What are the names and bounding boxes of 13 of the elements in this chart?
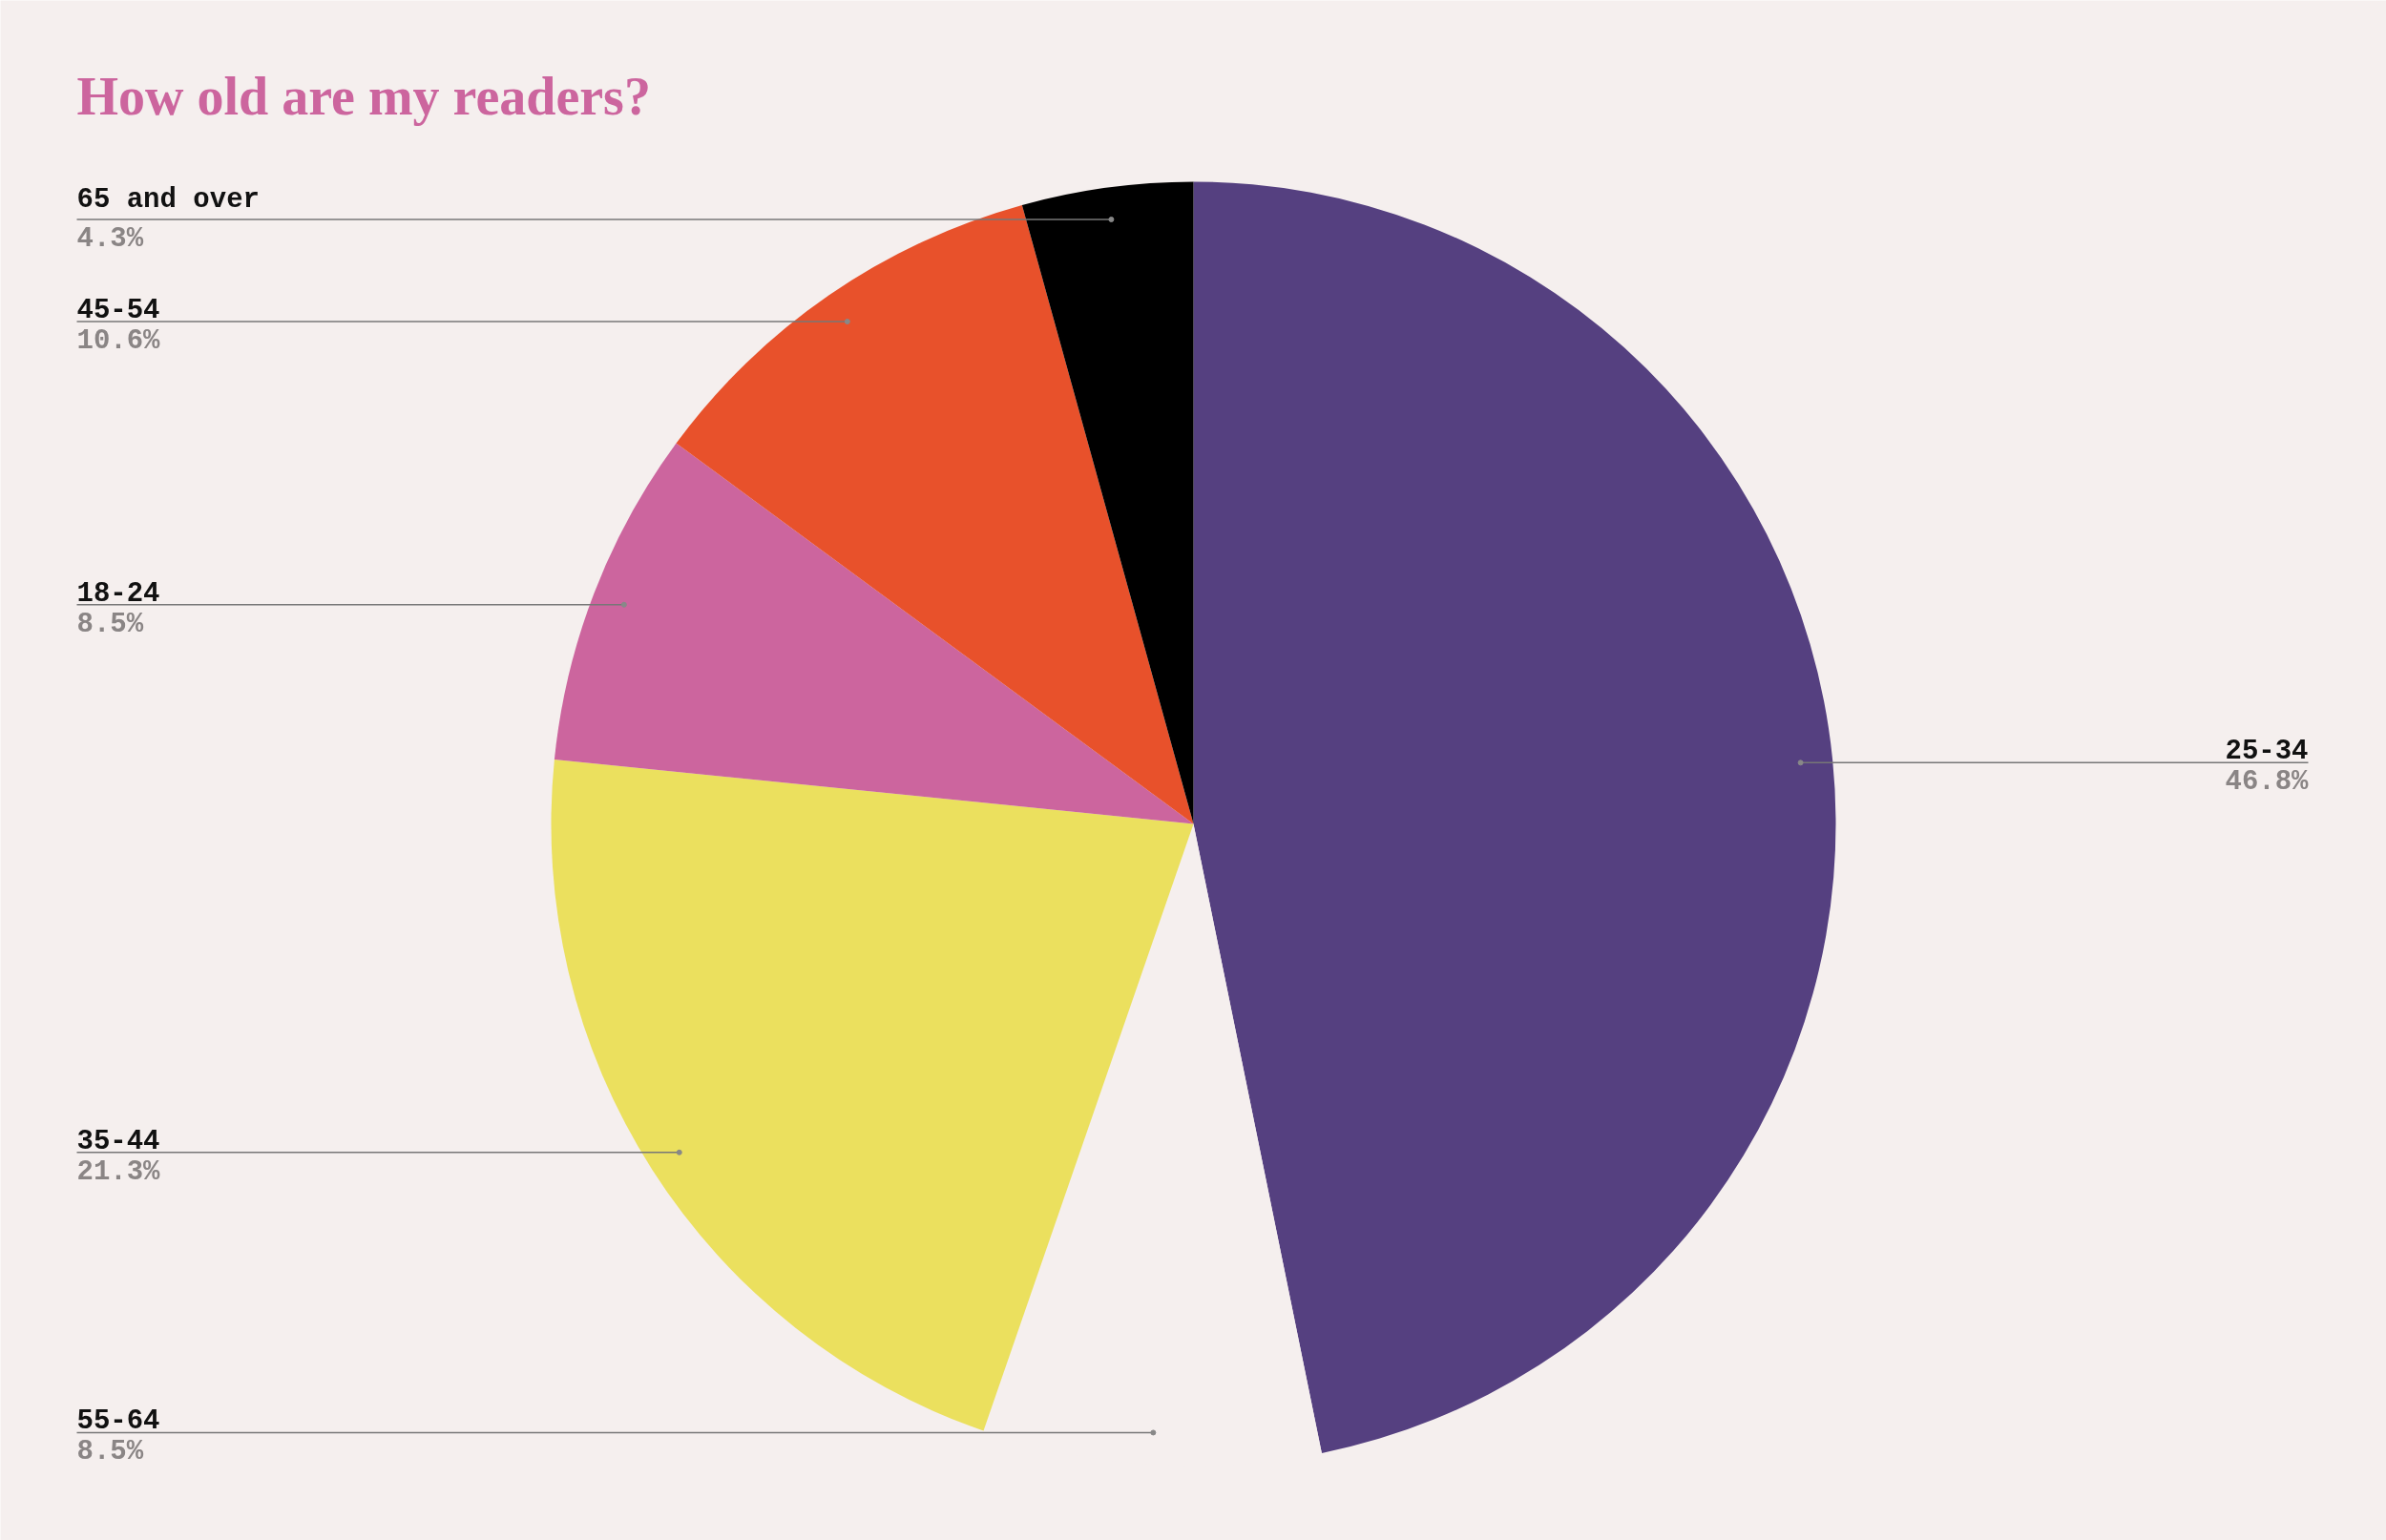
data-label: 21.3% — [76, 1155, 161, 1188]
slice-label: 25-34 — [2225, 736, 2309, 768]
data-label: 4.3% — [76, 222, 144, 255]
slice-label: 55-64 — [76, 1405, 160, 1438]
slice-label: 35-44 — [76, 1125, 160, 1157]
slice-label: 45-54 — [76, 294, 160, 326]
data-label: 8.5% — [76, 1436, 144, 1468]
data-label: 46.8% — [2225, 766, 2310, 799]
slice-label: 18-24 — [76, 577, 160, 610]
chart-title: How old are my readers? — [76, 66, 651, 126]
data-label: 10.6% — [76, 324, 161, 357]
slice-label: 65 and over — [76, 183, 260, 216]
data-label: 8.5% — [76, 608, 144, 640]
